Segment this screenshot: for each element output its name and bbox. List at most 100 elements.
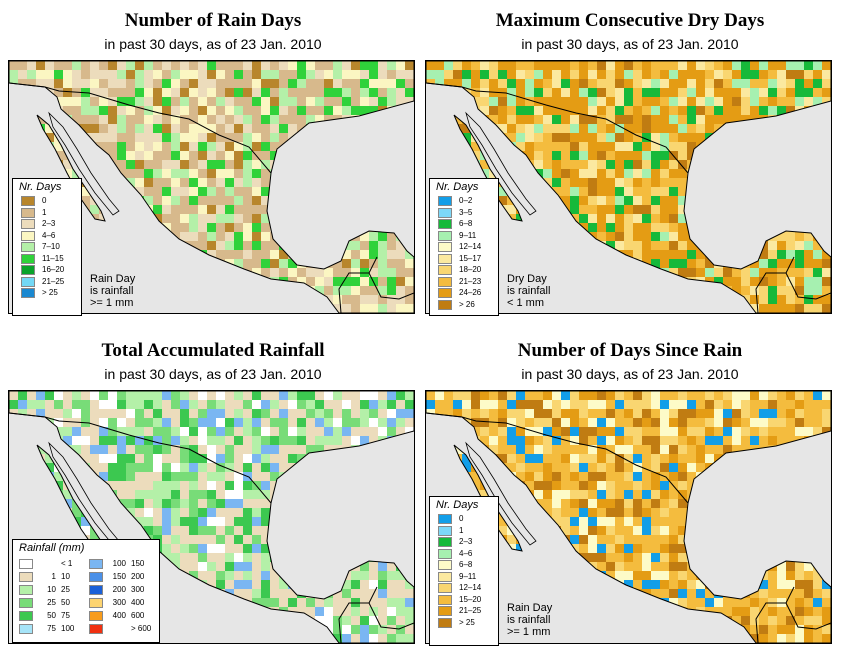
legend-range-high: 600: [131, 611, 145, 620]
border-line: [338, 256, 414, 313]
legend-swatch: [19, 611, 33, 621]
legend-note: Rain Day is rainfall >= 1 mm: [90, 273, 135, 309]
legend-swatch: [438, 230, 452, 241]
legend-swatch: [438, 242, 452, 252]
legend-swatch: [438, 525, 452, 536]
border-line: [426, 412, 689, 504]
legend-label: 6–8: [459, 219, 473, 228]
legend-label: 0: [42, 196, 47, 205]
border-line: [9, 412, 272, 504]
legend-note: Rain Day is rainfall >= 1 mm: [507, 602, 552, 638]
legend-item: > 600: [89, 623, 159, 634]
legend-item: 24–26: [430, 287, 498, 299]
legend-label: > 25: [42, 288, 58, 297]
legend-title: Rainfall (mm): [19, 542, 85, 554]
legend-item: 400 600: [89, 610, 159, 621]
legend-range-high: 150: [131, 559, 145, 568]
legend-item: 1: [430, 525, 498, 537]
legend-swatch: [19, 624, 33, 634]
legend: Rainfall (mm) < 1 1 10 10 25 25 50 50 75 75 100 10…: [12, 539, 160, 643]
legend-label: 4–6: [42, 230, 56, 240]
map-dry-days: [425, 60, 832, 314]
legend-swatch: [21, 265, 35, 275]
legend-label: 7–10: [42, 242, 60, 251]
legend-item: 100 150: [89, 558, 159, 569]
legend-label: 0–2: [459, 196, 473, 205]
legend-item: > 25: [13, 287, 81, 299]
legend-label: 9–11: [459, 571, 477, 581]
coastline: [465, 441, 537, 546]
legend-range-low: 200: [112, 585, 126, 594]
legend-label: 15–17: [459, 253, 482, 263]
legend-item: 25 50: [19, 597, 89, 608]
legend-label: 21–23: [459, 276, 482, 286]
legend-swatch: [438, 207, 452, 218]
legend-swatch: [438, 571, 452, 582]
note-line: is rainfall: [507, 614, 551, 626]
legend-swatch: [438, 514, 452, 524]
panel-subtitle: in past 30 days, as of 23 Jan. 2010: [521, 366, 739, 382]
legend-item: 2–3: [430, 536, 498, 548]
legend-label: 0: [459, 514, 464, 523]
legend-label: 24–26: [459, 288, 482, 297]
legend-item: 21–23: [430, 276, 498, 288]
legend-swatch: [21, 230, 35, 241]
legend-swatch: [19, 585, 33, 595]
legend-label: 3–5: [459, 207, 473, 217]
legend-swatch: [438, 560, 452, 570]
legend-swatch: [438, 276, 452, 287]
coastline: [9, 391, 414, 643]
legend-swatch: [89, 624, 103, 634]
panel-title: Number of Days Since Rain: [517, 340, 743, 361]
legend-item: 16–20: [13, 264, 81, 276]
legend-range-low: 1: [51, 572, 56, 581]
legend-label: 12–14: [459, 242, 482, 251]
legend-swatch: [438, 288, 452, 298]
legend-item: 10 25: [19, 584, 89, 595]
legend-range-low: 10: [47, 585, 56, 594]
legend-label: 21–25: [42, 276, 65, 286]
coastline: [453, 114, 523, 222]
legend-swatch: [438, 617, 452, 628]
legend-swatch: [438, 548, 452, 559]
note-line: Rain Day: [507, 602, 553, 614]
legend-title: Nr. Days: [436, 499, 479, 511]
legend-range-low: 25: [47, 598, 56, 607]
panel-subtitle: in past 30 days, as of 23 Jan. 2010: [521, 36, 739, 52]
coastline: [9, 61, 414, 313]
panel-subtitle: in past 30 days, as of 23 Jan. 2010: [104, 36, 322, 52]
border-line: [426, 82, 689, 174]
map-svg: [426, 61, 831, 313]
legend-rows: 0–2 3–5 6–8 9–11 12–14 15–17 18–20 21–23 24–26 > …: [430, 195, 498, 310]
legend-item: 1: [13, 207, 81, 219]
legend-item: > 25: [430, 617, 498, 629]
legend-label: 16–20: [42, 265, 65, 274]
legend-item: 1 10: [19, 571, 89, 582]
legend-swatch: [89, 598, 103, 608]
legend-label: 15–20: [459, 594, 482, 604]
legend-swatch: [21, 288, 35, 298]
panel-rainfall: Total Accumulated Rainfall in past 30 da…: [8, 330, 418, 650]
legend-item: 9–11: [430, 571, 498, 583]
legend: Nr. Days 0 1 2–3 4–6 7–10 11–15 16–20 21–25 > 25: [12, 178, 82, 316]
legend-label: 4–6: [459, 548, 473, 558]
legend-item: 4–6: [430, 548, 498, 560]
coastline: [48, 111, 120, 216]
legend-label: > 26: [459, 299, 475, 309]
legend-swatch: [89, 559, 103, 569]
legend-range-high: 100: [61, 624, 75, 633]
legend-swatch: [438, 583, 452, 593]
legend-item: 21–25: [430, 605, 498, 617]
note-line: >= 1 mm: [90, 297, 134, 309]
legend-label: 2–3: [42, 219, 56, 228]
note-line: is rainfall: [507, 285, 551, 297]
panel-title: Total Accumulated Rainfall: [101, 340, 325, 361]
legend-label: 1: [459, 525, 464, 535]
legend-label: 1: [42, 207, 47, 217]
legend-range-high: 300: [131, 585, 145, 594]
panel-title: Number of Rain Days: [124, 10, 302, 31]
legend-item: > 26: [430, 299, 498, 311]
legend-swatch: [21, 219, 35, 229]
legend-swatch: [21, 207, 35, 218]
legend: Nr. Days 0–2 3–5 6–8 9–11 12–14 15–17 18–20 21–…: [429, 178, 499, 316]
